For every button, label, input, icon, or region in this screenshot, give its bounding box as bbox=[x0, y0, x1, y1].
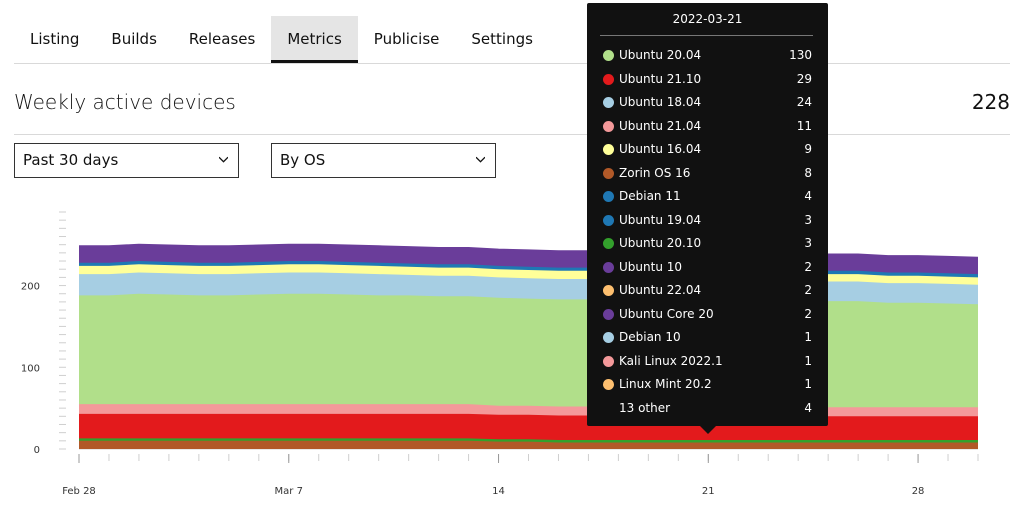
tooltip-row: Debian 10 1 bbox=[601, 327, 812, 347]
tooltip-label: Ubuntu 22.04 bbox=[619, 283, 702, 297]
y-tick-label: 100 bbox=[21, 363, 40, 374]
tab-publicise[interactable]: Publicise bbox=[373, 30, 440, 48]
tooltip-value: 4 bbox=[804, 400, 812, 415]
tooltip-row: Ubuntu 21.10 29 bbox=[601, 69, 812, 89]
tooltip-row: Ubuntu 22.04 2 bbox=[601, 280, 812, 300]
y-tick-label: 200 bbox=[21, 282, 40, 293]
tooltip-value: 2 bbox=[804, 259, 812, 274]
total-count: 228 bbox=[971, 90, 1010, 114]
period-select[interactable]: Past 30 days bbox=[14, 143, 239, 178]
legend-swatch bbox=[603, 379, 614, 390]
series-line bbox=[79, 243, 979, 259]
legend-swatch bbox=[603, 332, 614, 343]
tooltip-label: Ubuntu 18.04 bbox=[619, 95, 702, 109]
x-tick-label: 14 bbox=[492, 486, 505, 497]
group-select-value: By OS bbox=[280, 151, 326, 169]
legend-swatch bbox=[603, 144, 614, 155]
tooltip-label: Debian 10 bbox=[619, 330, 681, 344]
tooltip-row: 13 other 4 bbox=[601, 398, 812, 418]
legend-swatch bbox=[603, 308, 614, 320]
tooltip-divider bbox=[600, 35, 813, 36]
tooltip-value: 3 bbox=[804, 212, 812, 227]
tooltip-value: 3 bbox=[804, 236, 812, 250]
x-tick-label: Feb 28 bbox=[62, 486, 96, 497]
tab-releases[interactable]: Releases bbox=[188, 30, 256, 48]
legend-swatch bbox=[603, 285, 614, 296]
tooltip-value: 1 bbox=[804, 330, 812, 344]
tooltip-date: 2022-03-21 bbox=[672, 12, 743, 26]
tab-listing[interactable]: Listing bbox=[30, 30, 80, 48]
tooltip-row: Ubuntu 10 2 bbox=[601, 257, 812, 277]
tab-builds[interactable]: Builds bbox=[111, 30, 157, 48]
tooltip-value: 1 bbox=[804, 353, 812, 368]
tooltip-value: 1 bbox=[804, 377, 812, 391]
tooltip-row: Ubuntu 19.04 3 bbox=[601, 210, 812, 230]
chevron-down-icon bbox=[476, 156, 485, 163]
tooltip-value: 130 bbox=[789, 48, 812, 62]
tooltip-value: 11 bbox=[796, 118, 812, 133]
tooltip-label: 13 other bbox=[619, 400, 671, 415]
legend-swatch bbox=[603, 191, 614, 202]
tooltip-label: Debian 11 bbox=[619, 189, 681, 203]
tooltip-value: 2 bbox=[804, 283, 812, 297]
tooltip-label: Ubuntu 20.04 bbox=[619, 48, 702, 62]
group-select[interactable]: By OS bbox=[271, 143, 496, 178]
tooltip-label: Ubuntu 10 bbox=[619, 259, 683, 274]
tooltip-row: Debian 11 4 bbox=[601, 186, 812, 206]
area-ubuntu-20-10 bbox=[79, 438, 978, 443]
tab-settings[interactable]: Settings bbox=[471, 30, 533, 48]
tooltip-row: Ubuntu 21.04 11 bbox=[601, 116, 812, 136]
tooltip-label: Zorin OS 16 bbox=[619, 165, 691, 180]
legend-swatch bbox=[603, 73, 614, 85]
legend-swatch bbox=[603, 355, 614, 367]
page-title: Weekly active devices bbox=[14, 90, 236, 114]
chevron-down-icon bbox=[219, 156, 228, 163]
tooltip-label: Ubuntu Core 20 bbox=[619, 306, 714, 321]
area-ubuntu-21-10 bbox=[79, 413, 978, 440]
y-tick-label: 0 bbox=[34, 445, 40, 456]
tooltip-row: Ubuntu 20.04 130 bbox=[601, 45, 812, 65]
tooltip-row: Kali Linux 2022.1 1 bbox=[601, 351, 812, 371]
tooltip-label: Ubuntu 16.04 bbox=[619, 142, 702, 156]
tooltip-label: Ubuntu 19.04 bbox=[619, 212, 702, 227]
x-tick-label: 21 bbox=[702, 486, 715, 497]
tooltip-label: Kali Linux 2022.1 bbox=[619, 353, 723, 368]
tab-bar: Listing Builds Releases Metrics Publicise Set… bbox=[14, 16, 1010, 64]
x-tick-label: Mar 7 bbox=[275, 486, 303, 497]
legend-swatch bbox=[603, 238, 614, 249]
x-tick-label: 28 bbox=[912, 486, 925, 497]
tooltip-value: 4 bbox=[804, 189, 812, 203]
tooltip-row: Zorin OS 16 8 bbox=[601, 163, 812, 183]
devices-chart: 0 100 200 Feb 28 Mar 7 14 21 28 bbox=[0, 200, 1024, 510]
tooltip-value: 8 bbox=[804, 165, 812, 180]
tab-metrics[interactable]: Metrics bbox=[271, 16, 358, 63]
tooltip-label: Ubuntu 21.10 bbox=[619, 71, 702, 86]
tooltip-value: 9 bbox=[804, 142, 812, 156]
legend-swatch bbox=[603, 50, 614, 61]
legend-swatch bbox=[603, 167, 614, 179]
tooltip-label: Ubuntu 20.10 bbox=[619, 236, 702, 250]
legend-swatch bbox=[603, 261, 614, 273]
chart-tooltip: 2022-03-21 Ubuntu 20.04 130 Ubuntu 21.10 29… bbox=[587, 3, 828, 434]
period-select-value: Past 30 days bbox=[23, 151, 119, 169]
tooltip-row: Ubuntu Core 20 2 bbox=[601, 304, 812, 324]
tooltip-row: Ubuntu 18.04 24 bbox=[601, 92, 812, 112]
tooltip-row: Ubuntu 20.10 3 bbox=[601, 233, 812, 253]
tooltip-label: Linux Mint 20.2 bbox=[619, 377, 712, 391]
tooltip-value: 2 bbox=[804, 306, 812, 321]
tooltip-label: Ubuntu 21.04 bbox=[619, 118, 702, 133]
heading-row: Weekly active devices 228 bbox=[14, 86, 1010, 135]
legend-swatch bbox=[603, 97, 614, 108]
tooltip-value: 29 bbox=[796, 71, 812, 86]
area-ubuntu-20-04 bbox=[79, 293, 978, 408]
tooltip-value: 24 bbox=[796, 95, 812, 109]
tooltip-row: Linux Mint 20.2 1 bbox=[601, 374, 812, 394]
legend-swatch bbox=[603, 214, 614, 226]
tooltip-row: Ubuntu 16.04 9 bbox=[601, 139, 812, 159]
legend-swatch bbox=[603, 120, 614, 132]
